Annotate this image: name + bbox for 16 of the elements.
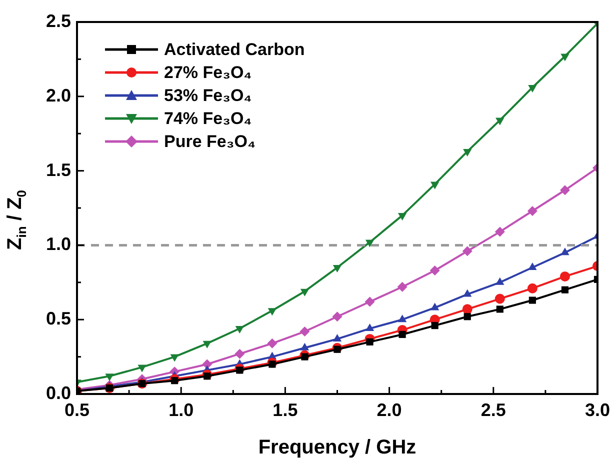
legend-label: 74% Fe₃O₄ [164, 108, 252, 128]
y-tick-label: 2.5 [46, 10, 71, 31]
y-tick-label: 2.0 [46, 85, 71, 106]
x-tick-label: 1.0 [168, 400, 194, 420]
x-tick-label: 2.0 [376, 400, 402, 420]
y-tick-label: 1.0 [46, 234, 71, 254]
legend-label: Pure Fe₃O₄ [164, 132, 256, 152]
y-tick-label: 0.5 [46, 308, 71, 329]
legend-label: 53% Fe₃O₄ [164, 86, 252, 106]
x-tick-label: 3.0 [584, 400, 610, 420]
y-tick-label: 1.5 [46, 160, 71, 180]
x-tick-label: 1.5 [272, 400, 298, 420]
x-tick-label: 2.5 [480, 400, 506, 420]
legend-label: 27% Fe₃O₄ [164, 62, 252, 82]
x-axis-title: Frequency / GHz [258, 436, 416, 459]
legend-label: Activated Carbon [164, 40, 305, 60]
